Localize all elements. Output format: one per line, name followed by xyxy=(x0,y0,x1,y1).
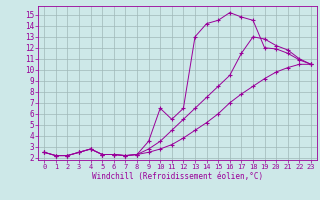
X-axis label: Windchill (Refroidissement éolien,°C): Windchill (Refroidissement éolien,°C) xyxy=(92,172,263,181)
